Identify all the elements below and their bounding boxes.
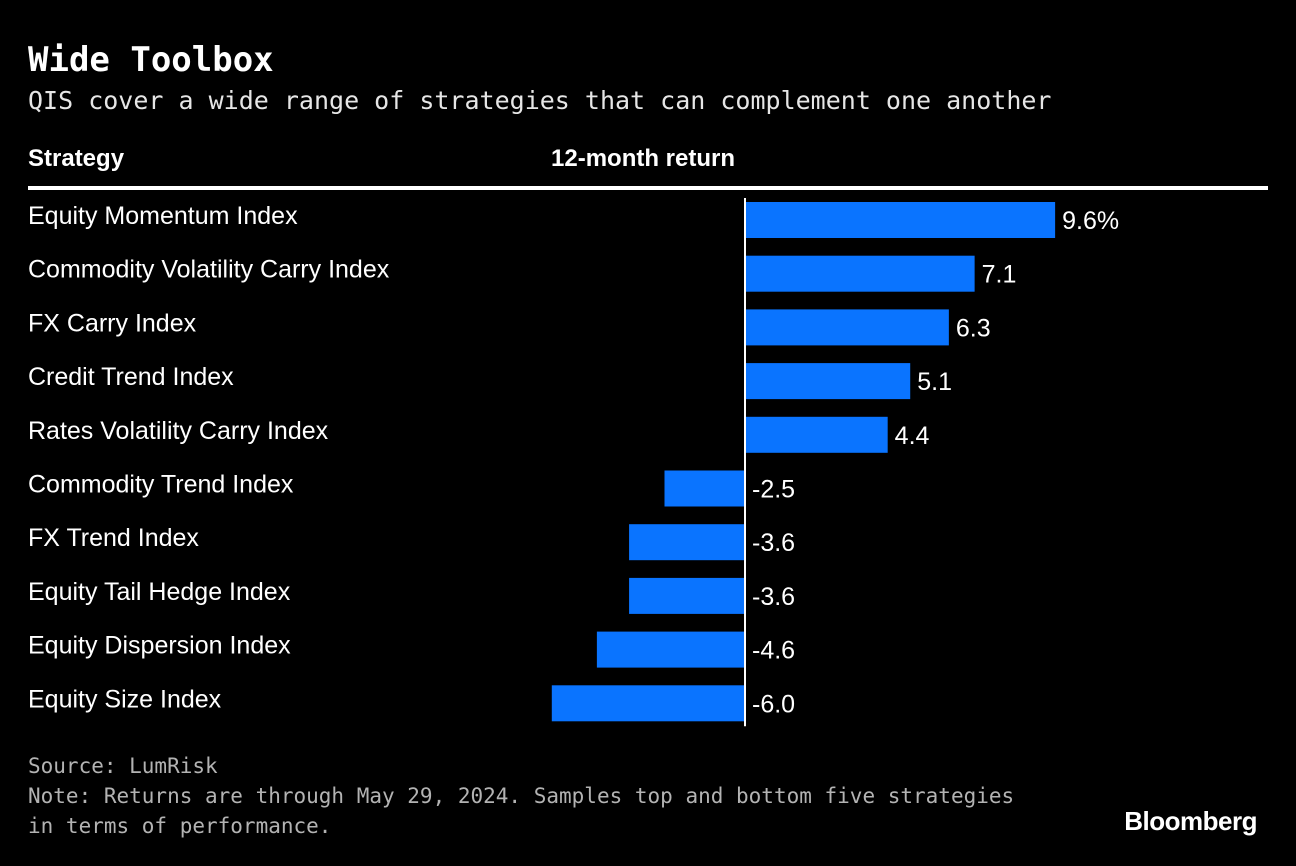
bloomberg-logo: Bloomberg bbox=[1124, 806, 1257, 836]
category-label: FX Carry Index bbox=[28, 309, 197, 337]
data-label: -3.6 bbox=[752, 529, 795, 557]
category-label: Equity Size Index bbox=[28, 685, 222, 713]
data-label: 4.4 bbox=[895, 422, 930, 450]
bar bbox=[551, 685, 745, 722]
data-label: 5.1 bbox=[917, 368, 952, 396]
strategy-column-header: Strategy bbox=[28, 145, 125, 172]
category-label: FX Trend Index bbox=[28, 524, 199, 552]
bar bbox=[596, 631, 745, 668]
chart-subtitle: QIS cover a wide range of strategies tha… bbox=[28, 86, 1052, 115]
bar bbox=[746, 363, 911, 400]
category-label: Equity Dispersion Index bbox=[28, 632, 291, 660]
return-column-header: 12-month return bbox=[551, 145, 736, 172]
bar bbox=[629, 577, 745, 614]
bar bbox=[746, 309, 949, 346]
category-label: Rates Volatility Carry Index bbox=[28, 417, 329, 445]
category-label: Equity Momentum Index bbox=[28, 202, 298, 230]
footnote-line-2: in terms of performance. bbox=[28, 814, 332, 838]
source-note: Source: LumRisk bbox=[28, 754, 218, 778]
category-label: Credit Trend Index bbox=[28, 363, 234, 391]
data-label: 7.1 bbox=[982, 261, 1017, 289]
bar bbox=[629, 524, 745, 561]
category-label: Commodity Volatility Carry Index bbox=[28, 256, 390, 284]
data-label: -2.5 bbox=[752, 476, 795, 504]
header-rule bbox=[28, 186, 1268, 190]
data-label: 9.6% bbox=[1062, 207, 1119, 235]
bar bbox=[746, 202, 1056, 238]
data-label: -3.6 bbox=[752, 583, 795, 611]
footnote-line-1: Note: Returns are through May 29, 2024. … bbox=[28, 784, 1015, 808]
category-label: Commodity Trend Index bbox=[28, 471, 294, 499]
data-label: 6.3 bbox=[956, 314, 991, 342]
bar bbox=[664, 470, 745, 507]
data-label: -4.6 bbox=[752, 637, 795, 665]
bar bbox=[746, 416, 888, 453]
bar bbox=[746, 255, 975, 292]
category-label: Equity Tail Hedge Index bbox=[28, 578, 291, 606]
chart-title: Wide Toolbox bbox=[28, 40, 274, 80]
data-label: -6.0 bbox=[752, 690, 795, 718]
